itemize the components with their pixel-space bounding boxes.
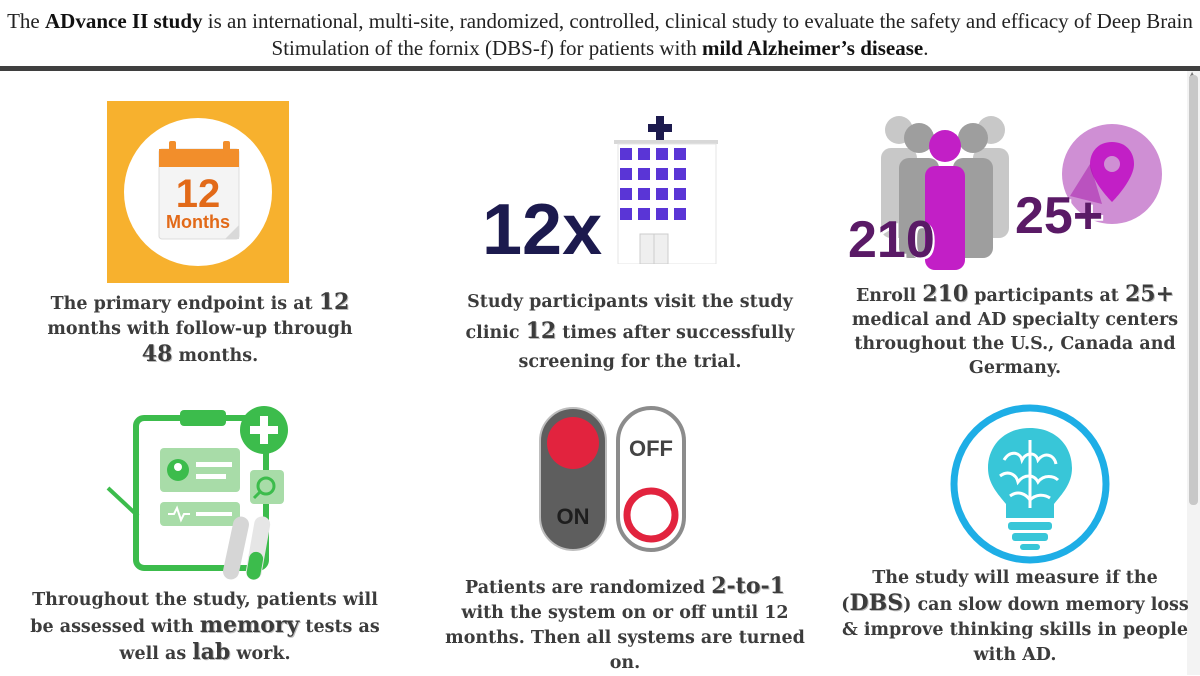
header-divider (0, 66, 1200, 71)
participants-figure: 210 (848, 211, 935, 269)
calendar-number: 12 (176, 172, 221, 216)
caption-assessments: Throughout the study, patients will be a… (30, 588, 380, 667)
off-label: OFF (629, 436, 673, 461)
caption-text: Enroll (855, 286, 923, 306)
header-text: . (923, 36, 929, 60)
caption-outcome: The study will measure if the (DBS) can … (840, 566, 1190, 668)
clipboard-icon (106, 406, 288, 571)
caption-text: months. (172, 346, 259, 366)
calendar-icon: 12 Months (107, 101, 289, 283)
calendar-unit: Months (166, 212, 230, 232)
caption-number: 12 (525, 318, 557, 344)
caption-text: medical and AD specialty centers through… (851, 310, 1179, 378)
caption-keyword: lab (192, 639, 231, 665)
header-study-name: ADvance II study (45, 9, 203, 33)
header-text: is an international, multi-site, randomi… (202, 9, 1193, 60)
caption-text: ) can slow down memory loss & improve th… (842, 595, 1189, 665)
caption-text: The study will measure if the ( (841, 568, 1158, 615)
visits-figure: 12x (482, 190, 603, 270)
caption-visits: Study participants visit the study clini… (445, 288, 815, 377)
caption-text: Throughout the study, patients will be a… (30, 590, 378, 637)
caption-text: tests as well as (119, 617, 380, 664)
caption-text: The primary endpoint is at (50, 294, 319, 314)
hospital-icon (614, 116, 718, 264)
caption-number: 210 (922, 281, 969, 307)
brain-lightbulb-icon (950, 404, 1110, 564)
caption-text: months with follow-up through (47, 319, 353, 339)
caption-text: work. (230, 644, 291, 664)
caption-number: 2-to-1 (711, 573, 785, 599)
caption-number: 12 (318, 289, 350, 315)
caption-number: 48 (141, 341, 173, 367)
header-title: The ADvance II study is an international… (0, 0, 1200, 70)
caption-text: participants at (968, 286, 1125, 306)
caption-number: 25+ (1124, 281, 1175, 307)
caption-keyword: memory (199, 612, 300, 638)
scrollbar[interactable]: ▲ (1187, 70, 1200, 675)
header-condition: mild Alzheimer’s disease (701, 36, 924, 60)
sites-figure: 25+ (1015, 187, 1104, 245)
header-text: The (7, 9, 45, 33)
caption-enrollment: Enroll 210 participants at 25+ medical a… (835, 282, 1195, 380)
on-label: ON (557, 504, 590, 529)
caption-text: Study participants visit the study clini… (465, 292, 793, 343)
caption-endpoint: The primary endpoint is at 12 months wit… (30, 290, 370, 369)
caption-text: with the system on or off until 12 month… (445, 603, 805, 673)
location-pin-icon (1062, 124, 1162, 224)
scroll-up-icon[interactable]: ▲ (1189, 70, 1195, 79)
caption-randomization: Patients are randomized 2-to-1 with the … (445, 574, 805, 676)
caption-text: times after successfully screening for t… (518, 323, 795, 372)
on-off-switch-icon: ON OFF (539, 406, 686, 552)
caption-keyword: DBS (849, 590, 904, 616)
test-tubes-icon (223, 516, 271, 580)
scrollbar-thumb[interactable] (1189, 75, 1198, 505)
caption-text: Patients are randomized (465, 578, 712, 598)
people-icon (881, 116, 1009, 270)
